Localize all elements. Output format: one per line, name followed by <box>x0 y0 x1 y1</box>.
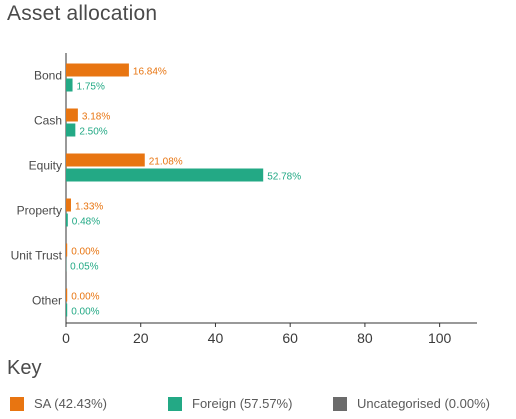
category-label-other: Other <box>32 294 62 308</box>
x-tick-label-100: 100 <box>428 330 452 346</box>
data-label-foreign-bond: 1.75% <box>77 82 105 93</box>
data-label-foreign-unit-trust: 0.05% <box>70 262 98 273</box>
data-label-sa-bond: 16.84% <box>133 67 167 78</box>
asset-allocation-chart: Bond 16.84% 1.75% Cash 3.18% 2.50% Equity 21.08… <box>11 53 477 346</box>
data-label-sa-equity: 21.08% <box>149 157 183 168</box>
legend-item-sa: SA (42.43%) <box>10 396 107 411</box>
data-label-sa-cash: 3.18% <box>82 112 110 123</box>
x-tick-label-0: 0 <box>62 330 70 346</box>
legend-label-sa: SA (42.43%) <box>34 396 107 411</box>
x-tick-label-80: 80 <box>357 330 373 346</box>
legend-item-uncategorised: Uncategorised (0.00%) <box>333 396 490 411</box>
x-tick-label-20: 20 <box>133 330 149 346</box>
bar-sa-property <box>66 198 71 212</box>
bar-foreign-property <box>66 213 68 227</box>
category-label-unit-trust: Unit Trust <box>11 249 63 263</box>
category-label-cash: Cash <box>34 114 62 128</box>
x-tick-label-40: 40 <box>208 330 224 346</box>
legend-swatch-sa <box>10 396 24 411</box>
data-label-foreign-equity: 52.78% <box>267 172 301 183</box>
bar-foreign-cash <box>66 123 76 137</box>
bar-foreign-bond <box>66 78 73 92</box>
bar-sa-bond <box>66 63 129 77</box>
data-label-foreign-other: 0.00% <box>71 307 99 318</box>
legend-swatch-uncategorised <box>333 396 347 411</box>
data-label-foreign-cash: 2.50% <box>79 127 107 138</box>
legend-label-uncategorised: Uncategorised (0.00%) <box>357 396 490 411</box>
bar-sa-equity <box>66 153 145 167</box>
data-label-sa-unit-trust: 0.00% <box>71 247 99 258</box>
data-label-sa-property: 1.33% <box>75 202 103 213</box>
bar-sa-unit-trust <box>66 243 68 257</box>
category-label-property: Property <box>17 204 62 218</box>
data-label-sa-other: 0.00% <box>71 292 99 303</box>
category-label-equity: Equity <box>29 159 62 173</box>
category-label-bond: Bond <box>34 69 62 83</box>
legend-title: Key <box>7 357 42 379</box>
legend-item-foreign: Foreign (57.57%) <box>168 396 292 411</box>
x-tick-label-60: 60 <box>282 330 298 346</box>
chart-title: Asset allocation <box>7 2 158 25</box>
bar-foreign-equity <box>66 168 264 182</box>
bar-sa-cash <box>66 108 78 122</box>
data-label-foreign-property: 0.48% <box>72 217 100 228</box>
bar-sa-other <box>66 288 68 302</box>
legend-label-foreign: Foreign (57.57%) <box>192 396 293 411</box>
bar-foreign-other <box>66 303 68 317</box>
legend-swatch-foreign <box>168 396 182 411</box>
